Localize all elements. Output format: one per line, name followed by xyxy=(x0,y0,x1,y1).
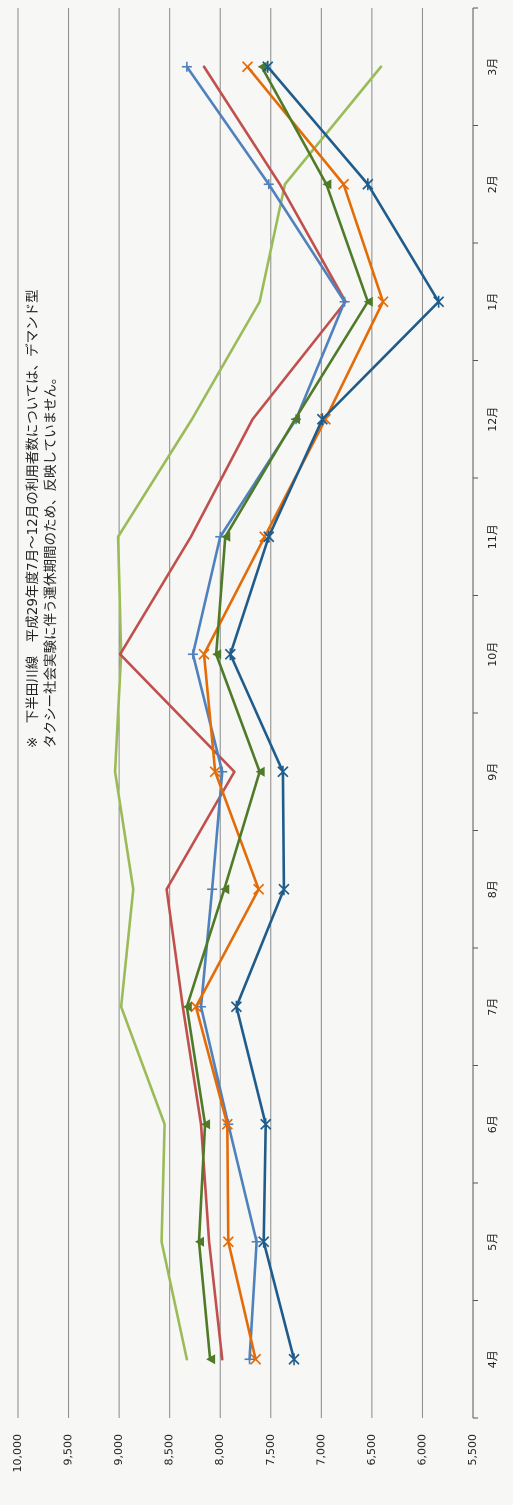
axes xyxy=(472,7,478,1419)
x-tick-label: 10月 xyxy=(486,642,499,667)
data-point xyxy=(322,179,332,190)
data-point xyxy=(241,61,254,73)
series-path xyxy=(118,65,347,1361)
data-point xyxy=(262,60,274,73)
data-point xyxy=(433,295,445,308)
data-point xyxy=(196,1001,207,1012)
y-tick-label: 9,000 xyxy=(112,1434,125,1466)
data-point xyxy=(190,1001,202,1013)
x-tick-label: 11月 xyxy=(486,524,499,549)
data-point xyxy=(277,765,289,778)
series-path xyxy=(113,65,383,1361)
grid-lines xyxy=(17,8,423,1418)
x-tick-label: 8月 xyxy=(486,880,499,898)
data-point xyxy=(244,1354,255,1365)
data-point xyxy=(206,1354,216,1365)
data-point xyxy=(362,178,374,191)
data-point xyxy=(221,531,231,542)
y-tick-label: 6,000 xyxy=(415,1434,428,1466)
chart-note-line-2: タクシー社会実験に伴う運休期間のため、反映していません。 xyxy=(43,371,59,748)
data-point xyxy=(181,61,192,72)
x-tick-label: 6月 xyxy=(486,1115,499,1133)
x-tick-label: 2月 xyxy=(486,175,499,193)
data-point xyxy=(220,884,230,895)
y-tick-label: 9,500 xyxy=(62,1434,75,1466)
chart-note-line-1: ※ 下半田川線 平成29年度7月～12月の利用者数については、デマンド型 xyxy=(24,289,41,748)
x-tick-label: 4月 xyxy=(486,1350,499,1368)
data-point xyxy=(338,178,350,190)
x-tick-label: 1月 xyxy=(486,293,499,311)
data-point xyxy=(258,1235,270,1248)
y-tick-label: 8,500 xyxy=(163,1434,176,1466)
data-point xyxy=(224,648,236,661)
data-point xyxy=(221,1118,233,1130)
data-point xyxy=(230,1000,242,1013)
x-tick-label: 3月 xyxy=(486,58,499,76)
tick-labels: 5,500 6,000 6,500 7,000 7,500 8,000 8,500 9,000… xyxy=(11,58,499,1473)
data-point xyxy=(198,648,210,660)
series-line-1 xyxy=(113,65,383,1361)
series-line-5 xyxy=(182,61,373,1365)
data-point xyxy=(263,530,275,543)
x-tick-label: 7月 xyxy=(486,998,499,1016)
series-path xyxy=(185,65,346,1361)
data-point xyxy=(316,413,328,426)
data-point xyxy=(260,1118,272,1131)
data-point xyxy=(187,649,198,660)
series-path xyxy=(185,65,370,1361)
y-tick-label: 8,000 xyxy=(213,1434,226,1466)
data-point xyxy=(250,1353,262,1365)
y-tick-label: 6,500 xyxy=(365,1434,378,1466)
y-tick-label: 7,500 xyxy=(264,1434,277,1466)
data-point xyxy=(222,1236,234,1248)
data-point xyxy=(288,1353,300,1366)
chart-note: ※ 下半田川線 平成29年度7月～12月の利用者数については、デマンド型 タクシ… xyxy=(24,289,59,748)
y-tick-label: 5,500 xyxy=(466,1434,479,1466)
data-point xyxy=(209,766,221,778)
data-point xyxy=(377,296,389,308)
x-tick-label: 5月 xyxy=(486,1233,499,1251)
data-point xyxy=(291,414,301,425)
data-point xyxy=(182,1001,192,1012)
data-point xyxy=(201,1119,211,1130)
data-point xyxy=(212,649,222,660)
data-point xyxy=(278,883,290,896)
data-point xyxy=(207,884,218,895)
data-point xyxy=(263,179,274,190)
series-line-4 xyxy=(190,61,389,1365)
data-point xyxy=(194,1236,204,1247)
series-path xyxy=(194,65,385,1361)
series-line-6 xyxy=(224,60,445,1366)
x-tick-label: 9月 xyxy=(486,763,499,781)
data-point xyxy=(363,296,373,307)
y-tick-label: 10,000 xyxy=(11,1434,24,1473)
y-tick-label: 7,000 xyxy=(314,1434,327,1466)
data-point xyxy=(253,883,265,895)
series-group xyxy=(113,60,445,1366)
x-tick-label: 12月 xyxy=(486,407,499,432)
data-point xyxy=(255,766,265,777)
data-point xyxy=(339,296,350,307)
series-path xyxy=(229,65,440,1361)
data-point xyxy=(251,1236,262,1247)
data-point xyxy=(217,766,228,777)
